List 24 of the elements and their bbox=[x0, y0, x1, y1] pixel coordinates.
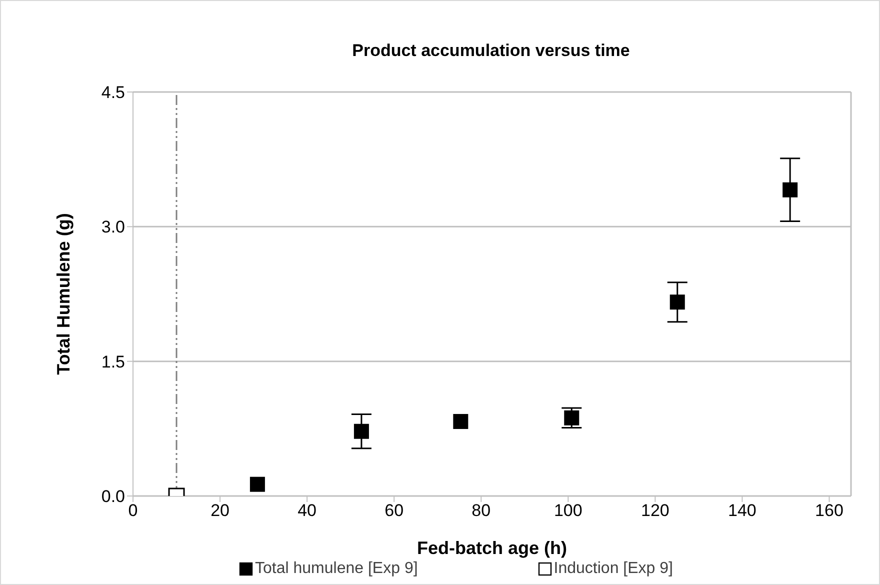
chart-title: Product accumulation versus time bbox=[351, 41, 631, 61]
y-tick-label: 1.5 bbox=[101, 352, 125, 372]
x-tick-label: 80 bbox=[472, 501, 491, 520]
x-tick-label: 20 bbox=[210, 501, 230, 520]
point bbox=[564, 410, 580, 426]
legend-label: Induction [Exp 9] bbox=[552, 560, 673, 578]
point bbox=[250, 476, 265, 492]
x-tick-label: 40 bbox=[298, 501, 317, 520]
legend-label: Total humulene [Exp 9] bbox=[254, 560, 418, 578]
point bbox=[782, 182, 798, 198]
x-tick-label: 120 bbox=[640, 501, 670, 520]
point bbox=[354, 424, 369, 439]
y-axis-title: Total Humulene (g) bbox=[53, 213, 74, 375]
point bbox=[670, 294, 685, 310]
y-tick-label: 3.0 bbox=[101, 218, 125, 237]
x-axis-title: Fed-batch age (h) bbox=[416, 538, 568, 558]
y-tick-label: 0.0 bbox=[101, 487, 125, 506]
x-tick-label: 60 bbox=[384, 501, 404, 520]
y-tick-label: 4.5 bbox=[101, 83, 125, 102]
x-tick-label: 160 bbox=[815, 501, 844, 520]
point bbox=[453, 414, 468, 429]
x-tick-label: 0 bbox=[128, 501, 138, 520]
x-tick-label: 100 bbox=[554, 501, 582, 520]
x-tick-label: 140 bbox=[728, 501, 756, 520]
